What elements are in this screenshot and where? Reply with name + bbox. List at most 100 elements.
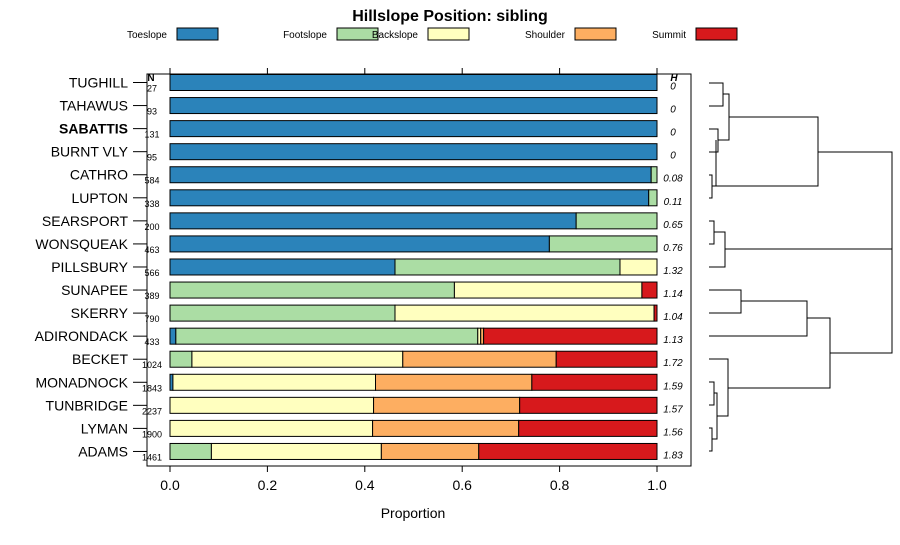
bar-segment bbox=[641, 281, 658, 299]
category-label: LUPTON bbox=[71, 190, 128, 206]
bar-segment bbox=[169, 419, 374, 437]
n-value: 200 bbox=[144, 222, 159, 232]
n-value: 2237 bbox=[142, 406, 162, 416]
bar-segment bbox=[169, 281, 455, 299]
dendrogram-branch bbox=[709, 289, 742, 314]
category-label: BURNT VLY bbox=[51, 144, 129, 160]
dendrogram bbox=[709, 82, 893, 452]
bar-segment bbox=[169, 74, 658, 91]
bar-segment bbox=[169, 442, 212, 460]
bar-segment bbox=[169, 235, 550, 253]
h-value: 0.08 bbox=[663, 174, 683, 185]
h-value: 1.13 bbox=[663, 335, 683, 346]
category-label: LYMAN bbox=[81, 420, 128, 436]
x-tick-label: 1.0 bbox=[647, 477, 667, 493]
x-axis: 0.0 0.2 0.4 0.6 0.8 1.0 bbox=[160, 68, 667, 493]
legend-label: Backslope bbox=[372, 30, 419, 41]
bar-segment bbox=[619, 258, 658, 276]
category-label: ADAMS bbox=[78, 443, 128, 459]
bar-segment bbox=[169, 212, 577, 230]
n-value: 790 bbox=[144, 314, 159, 324]
dendrogram-branch bbox=[709, 381, 715, 406]
h-value: 0.65 bbox=[663, 220, 683, 231]
dendrogram-branch bbox=[709, 358, 729, 417]
dendrogram-branch bbox=[709, 82, 724, 107]
n-value: 566 bbox=[144, 268, 159, 278]
h-value: 0.11 bbox=[664, 197, 683, 208]
h-value: 0.76 bbox=[663, 243, 683, 254]
n-value: 1024 bbox=[142, 360, 162, 370]
legend-label: Summit bbox=[652, 30, 686, 41]
n-value: 1461 bbox=[142, 452, 162, 462]
bar-segment bbox=[169, 143, 658, 161]
legend-swatch bbox=[176, 27, 219, 41]
bar-segment bbox=[191, 350, 404, 368]
category-label: MONADNOCK bbox=[35, 374, 128, 390]
legend: Toeslope Footslope Backslope Shoulder Summit bbox=[127, 27, 738, 41]
h-value: 0 bbox=[670, 128, 676, 139]
n-value: 389 bbox=[144, 291, 159, 301]
n-value: 93 bbox=[147, 107, 157, 117]
h-value: 1.14 bbox=[663, 289, 683, 300]
legend-swatch bbox=[695, 27, 738, 41]
n-value: 433 bbox=[144, 337, 159, 347]
category-label: SUNAPEE bbox=[61, 282, 128, 298]
dendrogram-branch bbox=[709, 174, 713, 199]
bar-rows: TUGHILL 27 0 TAHAWUS 93 0 SABATTIS 131 0 BURNT VL… bbox=[35, 74, 683, 462]
category-label: WONSQUEAK bbox=[35, 236, 128, 252]
bar-segment bbox=[478, 442, 658, 460]
bar-segment bbox=[169, 97, 658, 115]
category-label: TUGHILL bbox=[69, 75, 128, 91]
h-value: 0 bbox=[670, 151, 676, 162]
bar-segment bbox=[169, 166, 652, 184]
n-value: 95 bbox=[147, 153, 157, 163]
dendrogram-branch bbox=[725, 151, 893, 250]
dendrogram-branch bbox=[830, 200, 893, 354]
x-tick-label: 0.4 bbox=[355, 477, 375, 493]
bar-segment bbox=[172, 373, 377, 391]
bar-segment bbox=[373, 396, 521, 414]
h-value: 1.04 bbox=[663, 312, 683, 323]
bar-segment bbox=[175, 327, 479, 345]
dendrogram-branch bbox=[728, 317, 831, 389]
dendrogram-branch bbox=[716, 116, 819, 187]
h-value: 1.83 bbox=[663, 450, 683, 461]
bar-segment bbox=[380, 442, 480, 460]
n-value: 338 bbox=[144, 199, 159, 209]
bar-segment bbox=[548, 235, 658, 253]
h-value: 0 bbox=[670, 82, 676, 93]
h-value: 1.72 bbox=[663, 358, 683, 369]
n-value: 1843 bbox=[142, 383, 162, 393]
x-tick-label: 0.6 bbox=[452, 477, 472, 493]
n-value: 27 bbox=[147, 84, 157, 94]
category-label: CATHRO bbox=[70, 167, 128, 183]
legend-swatch bbox=[336, 27, 379, 41]
dendrogram-branch bbox=[709, 128, 719, 153]
bar-segment bbox=[169, 327, 177, 345]
bar-segment bbox=[210, 442, 382, 460]
category-label: ADIRONDACK bbox=[35, 328, 129, 344]
legend-swatch bbox=[574, 27, 617, 41]
legend-swatch bbox=[427, 27, 470, 41]
n-value: 584 bbox=[144, 176, 159, 186]
bar-segment bbox=[169, 304, 396, 322]
n-value: 1900 bbox=[142, 429, 162, 439]
h-value: 1.57 bbox=[663, 404, 683, 415]
bar-segment bbox=[169, 120, 658, 138]
bar-segment bbox=[402, 350, 557, 368]
bar-segment bbox=[169, 350, 193, 368]
h-header: H bbox=[670, 73, 678, 84]
bar-segment bbox=[648, 189, 658, 207]
bar-segment bbox=[531, 373, 658, 391]
bar-segment bbox=[169, 258, 396, 276]
bar-segment bbox=[372, 419, 520, 437]
chart-title: Hillslope Position: sibling bbox=[352, 8, 548, 25]
category-label: BECKET bbox=[72, 351, 128, 367]
bar-segment bbox=[169, 189, 650, 207]
category-label: SEARSPORT bbox=[42, 213, 129, 229]
h-value: 1.32 bbox=[663, 266, 683, 277]
n-header: N bbox=[147, 73, 154, 84]
category-label: TAHAWUS bbox=[60, 98, 128, 114]
bar-segment bbox=[453, 281, 643, 299]
